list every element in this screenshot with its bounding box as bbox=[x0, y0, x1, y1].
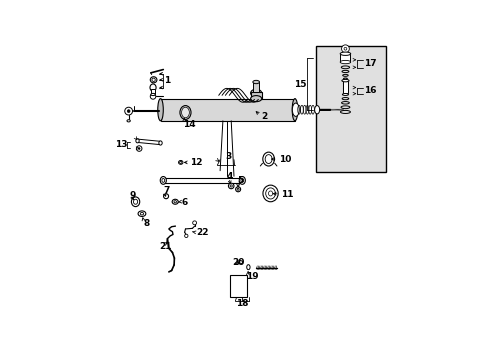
Text: 15: 15 bbox=[293, 80, 306, 89]
Ellipse shape bbox=[250, 96, 261, 102]
Text: 14: 14 bbox=[183, 120, 195, 129]
Ellipse shape bbox=[342, 94, 348, 95]
Ellipse shape bbox=[268, 191, 272, 196]
Bar bbox=[151, 89, 154, 94]
Text: 6: 6 bbox=[181, 198, 187, 207]
Ellipse shape bbox=[181, 107, 189, 118]
Ellipse shape bbox=[340, 52, 350, 55]
Ellipse shape bbox=[264, 155, 271, 163]
Text: 21: 21 bbox=[160, 242, 172, 251]
Ellipse shape bbox=[292, 103, 299, 116]
Bar bbox=[340, 54, 350, 62]
Text: 9: 9 bbox=[129, 191, 135, 200]
Circle shape bbox=[124, 107, 132, 115]
Text: 13: 13 bbox=[115, 140, 127, 149]
Ellipse shape bbox=[138, 211, 145, 216]
Ellipse shape bbox=[136, 139, 139, 143]
Circle shape bbox=[152, 78, 155, 81]
Text: 16: 16 bbox=[363, 86, 376, 95]
Text: 3: 3 bbox=[224, 152, 231, 161]
Circle shape bbox=[150, 94, 156, 99]
Text: 8: 8 bbox=[143, 220, 149, 229]
Circle shape bbox=[192, 221, 196, 225]
Ellipse shape bbox=[241, 179, 243, 183]
Ellipse shape bbox=[341, 79, 348, 82]
Text: 17: 17 bbox=[363, 59, 376, 68]
Text: 7: 7 bbox=[163, 186, 169, 195]
Circle shape bbox=[138, 148, 140, 149]
Circle shape bbox=[179, 161, 182, 163]
Ellipse shape bbox=[162, 179, 164, 183]
Ellipse shape bbox=[160, 176, 166, 184]
Ellipse shape bbox=[252, 80, 259, 84]
Ellipse shape bbox=[228, 183, 233, 189]
Ellipse shape bbox=[250, 89, 261, 97]
Text: 2: 2 bbox=[261, 112, 267, 121]
Ellipse shape bbox=[127, 120, 130, 122]
Circle shape bbox=[344, 48, 346, 50]
Text: 11: 11 bbox=[280, 190, 293, 199]
Ellipse shape bbox=[150, 77, 157, 83]
Circle shape bbox=[184, 234, 187, 238]
Text: 1: 1 bbox=[163, 76, 169, 85]
Text: 12: 12 bbox=[189, 158, 202, 167]
Ellipse shape bbox=[230, 185, 232, 187]
Ellipse shape bbox=[172, 199, 178, 204]
Text: 19: 19 bbox=[245, 273, 258, 282]
Bar bbox=[160, 99, 294, 121]
Bar bbox=[342, 81, 347, 93]
Bar bbox=[250, 92, 261, 99]
Ellipse shape bbox=[237, 188, 239, 190]
Text: 10: 10 bbox=[278, 155, 290, 164]
Text: 18: 18 bbox=[235, 299, 248, 308]
Ellipse shape bbox=[235, 187, 240, 192]
Ellipse shape bbox=[178, 161, 183, 164]
Ellipse shape bbox=[150, 84, 156, 91]
Ellipse shape bbox=[140, 212, 143, 215]
Ellipse shape bbox=[265, 188, 275, 199]
Text: 22: 22 bbox=[196, 228, 208, 237]
Ellipse shape bbox=[174, 201, 176, 203]
Ellipse shape bbox=[314, 105, 319, 114]
Bar bbox=[315, 46, 386, 172]
Bar bbox=[252, 82, 259, 92]
Text: 5: 5 bbox=[237, 176, 244, 185]
Circle shape bbox=[341, 45, 348, 53]
Ellipse shape bbox=[239, 176, 245, 184]
Ellipse shape bbox=[180, 105, 191, 120]
Ellipse shape bbox=[159, 141, 162, 145]
Ellipse shape bbox=[263, 185, 278, 202]
Circle shape bbox=[127, 110, 130, 112]
Bar bbox=[229, 275, 246, 297]
Ellipse shape bbox=[131, 197, 140, 207]
Ellipse shape bbox=[292, 99, 297, 121]
Ellipse shape bbox=[150, 93, 155, 96]
Ellipse shape bbox=[158, 99, 163, 121]
Ellipse shape bbox=[340, 60, 350, 64]
Text: 20: 20 bbox=[232, 258, 244, 267]
Circle shape bbox=[136, 146, 142, 151]
Ellipse shape bbox=[163, 194, 168, 199]
Text: 4: 4 bbox=[226, 172, 232, 181]
Ellipse shape bbox=[133, 199, 138, 204]
Ellipse shape bbox=[262, 152, 274, 166]
